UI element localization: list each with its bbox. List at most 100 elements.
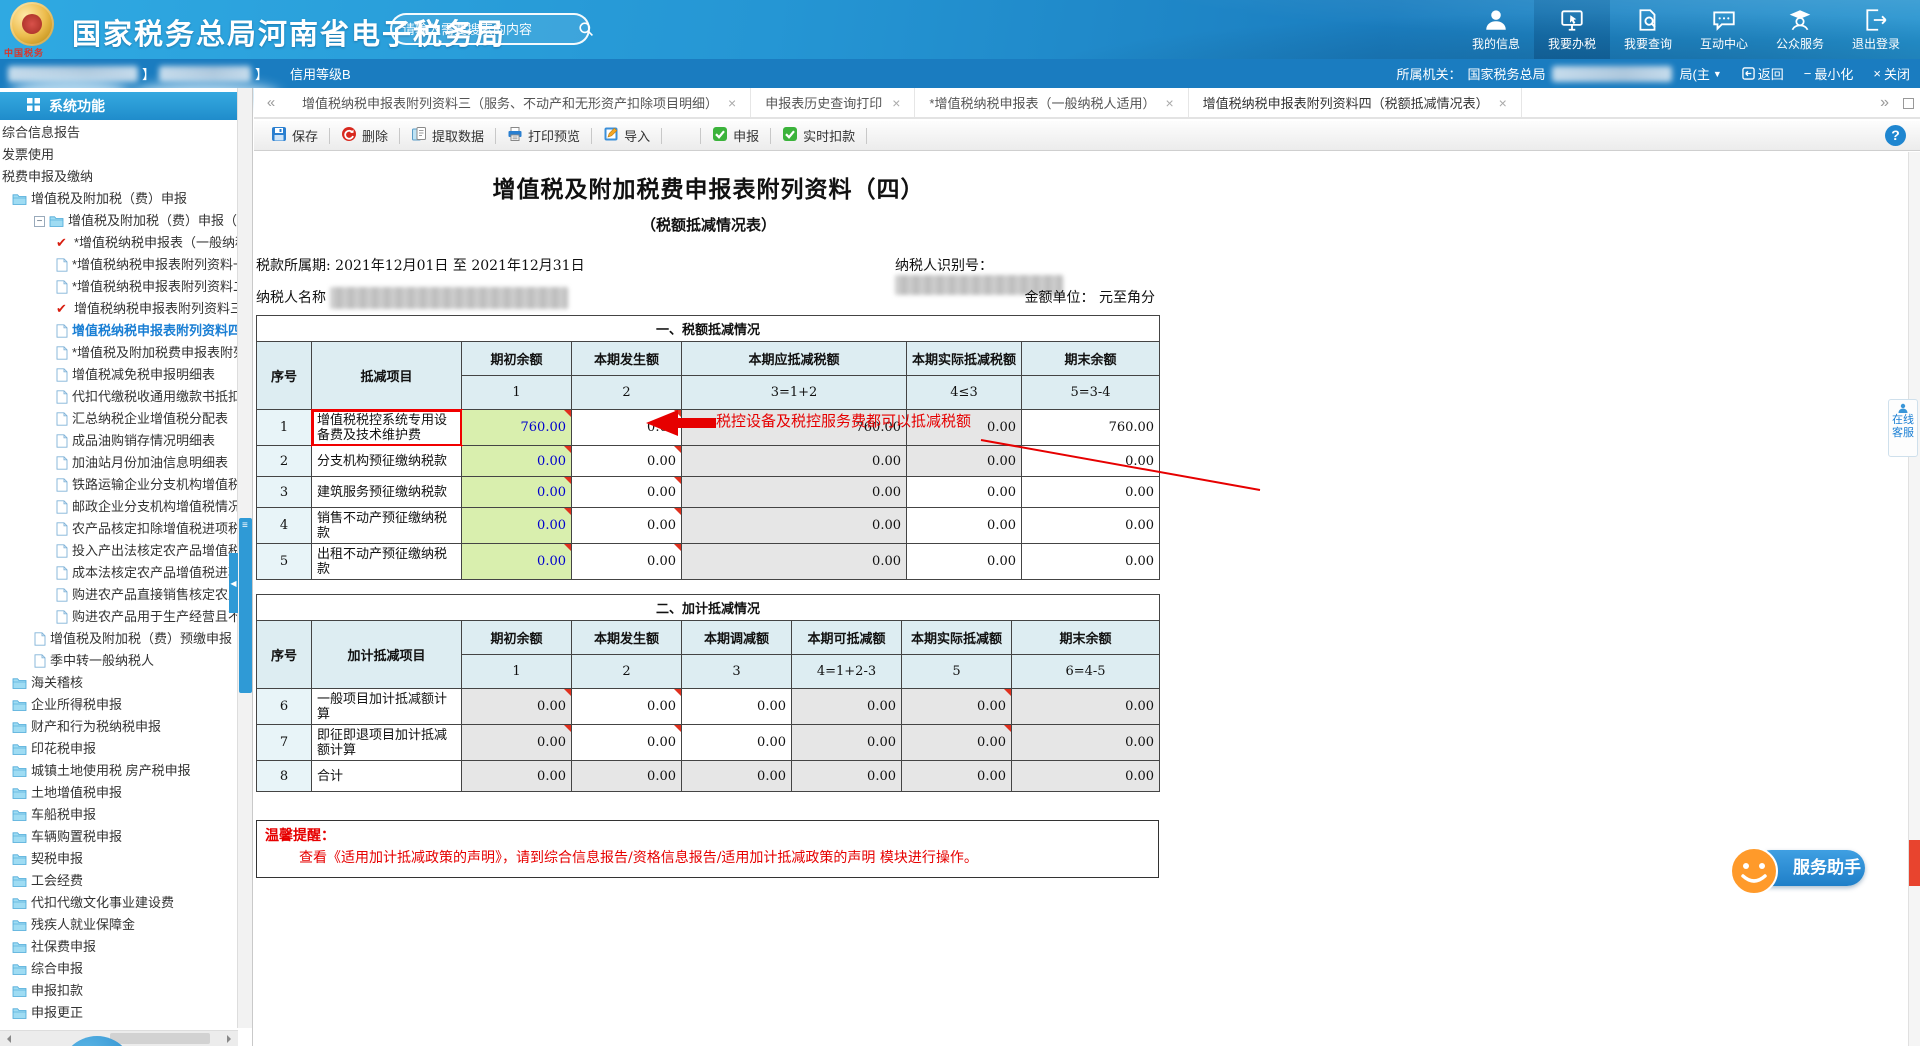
- sidebar-item[interactable]: 投入产出法核定农产品增值税进项: [0, 540, 238, 562]
- sidebar-item[interactable]: 发票使用: [2, 147, 55, 162]
- sidebar-item[interactable]: 企业所得税申报: [0, 694, 238, 716]
- sidebar-item[interactable]: *增值税纳税申报表附列资料一（本: [0, 254, 238, 276]
- sidebar-item[interactable]: ✔增值税纳税申报表附列资料三（服: [0, 298, 238, 320]
- tab-close-icon[interactable]: ×: [892, 94, 901, 111]
- help-button[interactable]: ?: [1885, 125, 1906, 146]
- nav-monitor[interactable]: 我要办税: [1534, 0, 1610, 59]
- sidebar-item[interactable]: 税费申报及缴纳: [2, 169, 94, 184]
- sidebar-item[interactable]: 残疾人就业保障金: [0, 914, 238, 936]
- tab-close-icon[interactable]: ×: [728, 94, 737, 111]
- amount-cell[interactable]: 0.00: [571, 476, 682, 508]
- sidebar-item[interactable]: 增值税及附加税（费）预缴申报: [0, 628, 238, 650]
- amount-cell[interactable]: 760.00: [1020, 409, 1161, 446]
- amount-cell[interactable]: 0.00: [571, 688, 682, 725]
- amount-cell[interactable]: 0.00: [571, 724, 682, 761]
- sidebar-item[interactable]: 车船税申报: [0, 804, 238, 826]
- sidebar-item[interactable]: 印花税申报: [0, 738, 238, 760]
- sidebar-item[interactable]: 成品油购销存情况明细表: [0, 430, 238, 452]
- nav-chat[interactable]: 互动中心: [1686, 0, 1762, 59]
- sidebar-item[interactable]: 综合信息报告: [2, 125, 81, 140]
- sidebar-item[interactable]: −增值税及附加税（费）申报（一般: [0, 210, 238, 232]
- sidebar-item[interactable]: 代扣代缴税收通用缴款书抵扣清单: [0, 386, 238, 408]
- tab-3[interactable]: 增值税纳税申报表附列资料四（税额抵减情况表） ×: [1189, 88, 1522, 117]
- amount-cell[interactable]: 0.00: [1020, 543, 1161, 580]
- tabs-scroll-right[interactable]: »: [1880, 94, 1889, 111]
- nav-query[interactable]: 我要查询: [1610, 0, 1686, 59]
- amount-cell[interactable]: 0.00: [681, 688, 792, 725]
- toolbar-导入-button[interactable]: 导入: [594, 124, 659, 148]
- sidebar-item[interactable]: 邮政企业分支机构增值税情况表: [0, 496, 238, 518]
- scroll-right-arrow[interactable]: [227, 1035, 235, 1043]
- sidebar-vertical-scrollbar[interactable]: [237, 88, 252, 1028]
- tab-1[interactable]: 申报表历史查询打印 ×: [751, 88, 916, 117]
- amount-cell[interactable]: 0.00: [906, 543, 1022, 580]
- amount-cell[interactable]: 0.00: [571, 543, 682, 580]
- sidebar-item[interactable]: 购进农产品直接销售核定农产品增: [0, 584, 238, 606]
- nav-user[interactable]: 我的信息: [1458, 0, 1534, 59]
- toolbar-打印预览-button[interactable]: 打印预览: [498, 124, 589, 148]
- sidebar-item[interactable]: 增值税纳税申报表附列资料四（税: [0, 320, 238, 342]
- sidebar-item[interactable]: 申报扣款: [0, 980, 238, 1002]
- amount-cell[interactable]: 0.00: [1020, 507, 1161, 544]
- sidebar-item[interactable]: 成本法核定农产品增值税进项税额: [0, 562, 238, 584]
- sidebar-item[interactable]: 增值税及附加税（费）申报: [0, 188, 238, 210]
- sidebar-item[interactable]: 工会经费: [0, 870, 238, 892]
- sidebar-item[interactable]: 加油站月份加油信息明细表: [0, 452, 238, 474]
- toolbar-保存-button[interactable]: 保存: [262, 124, 327, 148]
- sidebar-item[interactable]: ✔*增值税纳税申报表（一般纳税人适: [0, 232, 238, 254]
- online-service-widget[interactable]: 在线 客服: [1888, 399, 1918, 457]
- amount-cell[interactable]: 0.00: [906, 476, 1022, 508]
- amount-cell[interactable]: 0.00: [461, 445, 572, 477]
- sidebar-item[interactable]: 社保费申报: [0, 936, 238, 958]
- sidebar-item[interactable]: 城镇土地使用税 房产税申报: [0, 760, 238, 782]
- sidebar-item[interactable]: *增值税及附加税费申报表附列资料: [0, 342, 238, 364]
- back-button[interactable]: 返回: [1742, 64, 1784, 83]
- tab-0[interactable]: 增值税纳税申报表附列资料三（服务、不动产和无形资产扣除项目明细） ×: [288, 88, 752, 117]
- sidebar-item[interactable]: 农产品核定扣除增值税进项税额计: [0, 518, 238, 540]
- sidebar-item[interactable]: *增值税纳税申报表附列资料二（本: [0, 276, 238, 298]
- sidebar-item[interactable]: 汇总纳税企业增值税分配表: [0, 408, 238, 430]
- tab-close-icon[interactable]: ×: [1498, 94, 1507, 111]
- header-search[interactable]: [390, 13, 593, 45]
- amount-cell[interactable]: 0.00: [461, 507, 572, 544]
- sidebar-header[interactable]: 系统功能: [0, 92, 238, 120]
- sidebar-horizontal-scrollbar[interactable]: [0, 1030, 238, 1046]
- search-input[interactable]: [402, 21, 578, 37]
- sidebar-item[interactable]: 车辆购置税申报: [0, 826, 238, 848]
- sidebar-item[interactable]: 铁路运输企业分支机构增值税汇总: [0, 474, 238, 496]
- sidebar-hscroll-thumb[interactable]: [110, 1033, 210, 1044]
- service-assistant-button[interactable]: 服务助手: [1729, 846, 1865, 895]
- main-identity-dropdown[interactable]: 局(主 ▼: [1679, 67, 1722, 82]
- content-scroll-thumb[interactable]: [1909, 840, 1920, 886]
- sidebar-collapse-handle[interactable]: ◀: [229, 553, 238, 613]
- amount-cell[interactable]: 0.00: [571, 507, 682, 544]
- content-scrollbar[interactable]: [1908, 152, 1920, 1046]
- minimize-button[interactable]: − 最小化: [1803, 66, 1854, 82]
- sidebar-item[interactable]: 季中转一般纳税人: [0, 650, 238, 672]
- amount-cell[interactable]: 0.00: [1020, 445, 1161, 477]
- toolbar-提取数据-button[interactable]: 提取数据: [402, 124, 493, 148]
- close-button[interactable]: × 关闭: [1873, 66, 1910, 82]
- amount-cell[interactable]: 0.00: [571, 445, 682, 477]
- amount-cell[interactable]: 0.00: [571, 409, 682, 446]
- tab-2[interactable]: *增值税纳税申报表（一般纳税人适用） ×: [915, 88, 1189, 117]
- sidebar-item[interactable]: 契税申报: [0, 848, 238, 870]
- tab-menu-icon[interactable]: [1903, 97, 1914, 109]
- sidebar-scroll-thumb[interactable]: [239, 518, 252, 693]
- collapse-minus-icon[interactable]: −: [34, 215, 45, 227]
- sidebar-item[interactable]: 申报更正: [0, 1002, 238, 1024]
- amount-cell[interactable]: 760.00: [461, 409, 572, 446]
- sidebar-item[interactable]: 综合申报: [0, 958, 238, 980]
- toolbar-删除-button[interactable]: 删除: [332, 124, 397, 148]
- toolbar-申报-button[interactable]: 申报: [703, 124, 768, 148]
- amount-cell[interactable]: 0.00: [461, 543, 572, 580]
- sidebar-item[interactable]: 购进农产品用于生产经营且不构成: [0, 606, 238, 628]
- sidebar-item[interactable]: 土地增值税申报: [0, 782, 238, 804]
- sidebar-item[interactable]: 增值税减免税申报明细表: [0, 364, 238, 386]
- search-icon[interactable]: [578, 21, 594, 37]
- sidebar-item[interactable]: 代扣代缴文化事业建设费: [0, 892, 238, 914]
- floating-robot-button[interactable]: [60, 1036, 134, 1046]
- amount-cell[interactable]: 0.00: [906, 507, 1022, 544]
- tab-close-icon[interactable]: ×: [1165, 94, 1174, 111]
- amount-cell[interactable]: 0.00: [461, 476, 572, 508]
